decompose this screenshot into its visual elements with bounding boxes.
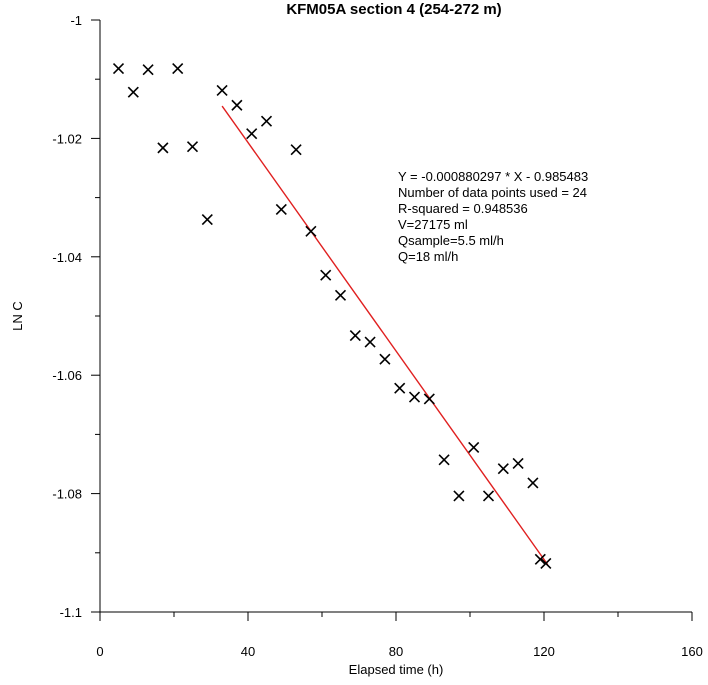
annotation-points-used: Number of data points used = 24 <box>398 185 587 200</box>
annotation-r-squared: R-squared = 0.948536 <box>398 201 528 216</box>
data-point <box>540 557 552 570</box>
data-point <box>379 353 391 365</box>
axes <box>99 20 692 613</box>
y-tick-label: -1 <box>70 13 82 28</box>
data-point <box>423 393 435 405</box>
annotation-equation: Y = -0.000880297 * X - 0.985483 <box>398 169 588 184</box>
data-point <box>408 391 421 403</box>
x-tick-label: 0 <box>96 644 103 659</box>
annotation-volume: V=27175 ml <box>398 217 468 232</box>
data-point <box>142 64 154 76</box>
data-point <box>172 62 184 75</box>
data-point <box>275 203 287 216</box>
data-point <box>512 457 524 469</box>
data-point <box>527 477 539 489</box>
regression-line-group <box>221 105 549 566</box>
x-tick-label: 40 <box>241 644 255 659</box>
y-tick-label: -1.08 <box>52 487 82 502</box>
data-point <box>231 99 243 111</box>
x-ticks: 0 40 80 120 160 <box>96 612 703 659</box>
data-point <box>260 115 273 127</box>
data-point <box>290 144 302 156</box>
data-point <box>438 454 450 466</box>
data-point <box>497 463 509 475</box>
data-point <box>320 269 332 281</box>
annotation-q: Q=18 ml/h <box>398 249 458 264</box>
x-tick-label: 80 <box>389 644 403 659</box>
data-point <box>157 142 169 154</box>
data-point <box>246 128 258 140</box>
data-points <box>112 62 552 570</box>
data-point <box>112 62 125 75</box>
data-point <box>364 336 376 348</box>
y-axis-title: LN C <box>10 301 25 331</box>
data-point <box>349 329 361 342</box>
fit-annotation: Y = -0.000880297 * X - 0.985483 Number o… <box>398 169 588 264</box>
data-point <box>216 84 228 97</box>
data-point <box>394 382 406 394</box>
data-point <box>127 86 139 98</box>
y-tick-label: -1.06 <box>52 368 82 383</box>
regression-line <box>221 105 549 566</box>
x-tick-label: 160 <box>681 644 703 659</box>
data-point <box>482 490 495 502</box>
chart-title: KFM05A section 4 (254-272 m) <box>286 1 501 18</box>
data-point <box>468 441 480 453</box>
data-point <box>534 553 546 565</box>
data-point <box>201 213 213 226</box>
x-axis-title: Elapsed time (h) <box>349 662 444 677</box>
data-point <box>186 141 199 153</box>
x-tick-label: 120 <box>533 644 555 659</box>
y-tick-label: -1.04 <box>52 250 82 265</box>
y-ticks: -1 -1.02 -1.04 -1.06 -1.08 -1.1 <box>52 13 100 620</box>
data-point <box>334 289 347 301</box>
data-point <box>453 490 465 502</box>
data-point <box>305 225 317 237</box>
annotation-qsample: Qsample=5.5 ml/h <box>398 233 504 248</box>
y-tick-label: -1.1 <box>60 605 82 620</box>
y-tick-label: -1.02 <box>52 131 82 146</box>
